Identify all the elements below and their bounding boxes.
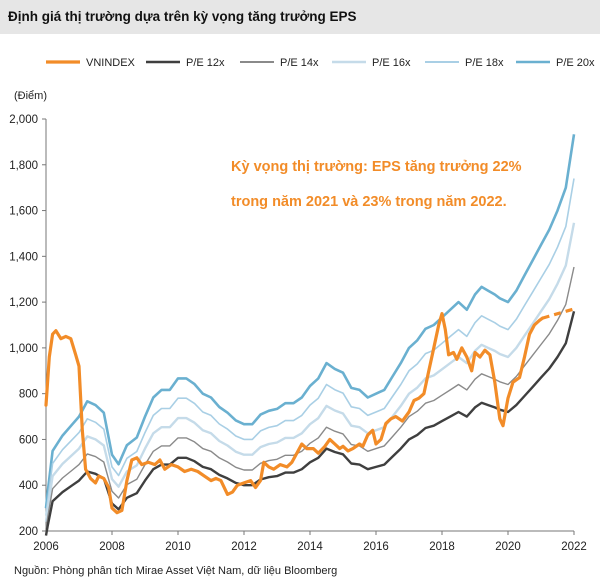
y-tick-label-1600: 1,600 xyxy=(9,206,38,218)
x-tick-label-2018: 2018 xyxy=(429,541,455,553)
series-line-vnindex xyxy=(44,312,545,515)
series-line-p-e-18x xyxy=(45,178,575,516)
legend-label-0: VNINDEX xyxy=(86,57,136,69)
y-tick-label-1800: 1,800 xyxy=(9,160,38,172)
x-tick-label-2010: 2010 xyxy=(165,541,191,553)
x-tick-label-2016: 2016 xyxy=(363,541,389,553)
legend-label-4: P/E 18x xyxy=(465,57,504,69)
x-tick-label-2014: 2014 xyxy=(297,541,323,553)
legend-label-5: P/E 20x xyxy=(556,57,595,69)
source-note: Nguồn: Phòng phân tích Mirae Asset Việt … xyxy=(14,565,338,577)
x-tick-label-2006: 2006 xyxy=(33,541,59,553)
legend-label-3: P/E 16x xyxy=(372,57,411,69)
legend-label-1: P/E 12x xyxy=(186,57,225,69)
y-tick-label-600: 600 xyxy=(19,434,38,446)
page-title: Định giá thị trường dựa trên kỳ vọng tăn… xyxy=(8,9,357,24)
y-tick-label-1400: 1,400 xyxy=(9,251,38,263)
title-bar: Định giá thị trường dựa trên kỳ vọng tăn… xyxy=(0,0,600,34)
y-tick-label-1000: 1,000 xyxy=(9,343,38,355)
annotation-line-1: trong năm 2021 và 23% trong năm 2022. xyxy=(231,194,507,210)
y-tick-label-200: 200 xyxy=(19,526,38,538)
x-tick-label-2012: 2012 xyxy=(231,541,257,553)
chart: (Điểm) 200 400 600 800 1,000 1,200 1,400 1,600 1,… xyxy=(9,57,595,553)
series-line-p-e-12x xyxy=(44,311,576,536)
series-line-vnindex-forecast xyxy=(542,307,575,320)
legend-label-2: P/E 14x xyxy=(280,57,319,69)
x-tick-label-2020: 2020 xyxy=(495,541,521,553)
annotation-line-0: Kỳ vọng thị trường: EPS tăng trưởng 22% xyxy=(231,159,522,175)
y-tick-label-800: 800 xyxy=(19,389,38,401)
series-line-p-e-20x xyxy=(44,134,576,509)
y-tick-label-1200: 1,200 xyxy=(9,297,38,309)
y-axis-label: (Điểm) xyxy=(14,90,47,102)
y-tick-label-2000: 2,000 xyxy=(9,114,38,126)
y-tick-label-400: 400 xyxy=(19,480,38,492)
series-line-p-e-16x xyxy=(44,222,576,522)
x-tick-label-2008: 2008 xyxy=(99,541,125,553)
x-tick-label-2022: 2022 xyxy=(561,541,587,553)
